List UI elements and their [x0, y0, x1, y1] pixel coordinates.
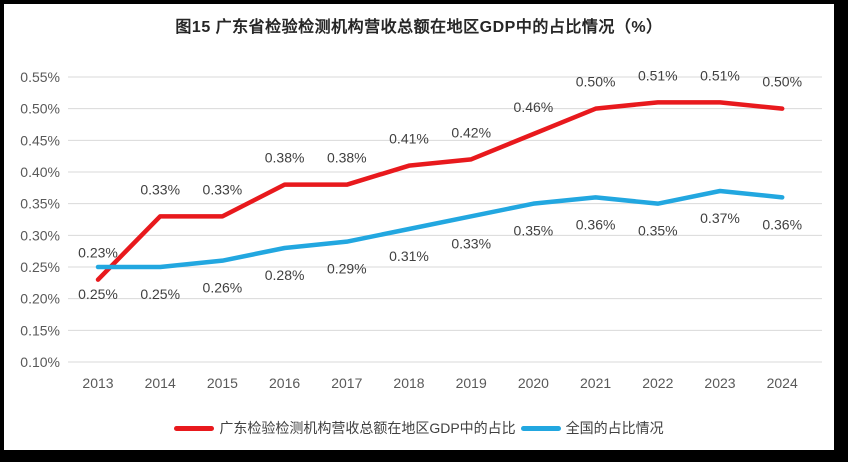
x-tick-label: 2013 — [82, 375, 113, 391]
y-tick-label: 0.45% — [20, 132, 60, 148]
x-tick-label: 2020 — [518, 375, 549, 391]
data-point-label: 0.25% — [78, 286, 118, 302]
data-point-label: 0.33% — [140, 181, 180, 197]
x-tick-label: 2017 — [331, 375, 362, 391]
y-tick-label: 0.40% — [20, 164, 60, 180]
x-tick-label: 2016 — [269, 375, 300, 391]
x-tick-label: 2014 — [145, 375, 176, 391]
guangdong-series-label: 广东检验检测机构营收总额在地区GDP中的占比 — [219, 420, 516, 436]
guangdong-series-swatch — [174, 425, 215, 431]
x-tick-label: 2022 — [642, 375, 673, 391]
x-tick-label: 2018 — [393, 375, 424, 391]
data-point-label: 0.38% — [265, 150, 305, 166]
data-point-label: 0.37% — [700, 210, 740, 226]
series-line-0 — [95, 100, 785, 282]
data-point-label: 0.46% — [514, 99, 554, 115]
y-tick-label: 0.20% — [20, 291, 60, 307]
data-point-label: 0.36% — [762, 216, 802, 232]
data-point-label: 0.33% — [203, 181, 243, 197]
x-tick-label: 2015 — [207, 375, 238, 391]
y-tick-label: 0.35% — [20, 196, 60, 212]
data-point-label: 0.35% — [514, 223, 554, 239]
data-point-label: 0.26% — [203, 280, 243, 296]
data-point-label: 0.33% — [451, 235, 491, 251]
chart-legend: 广东检验检测机构营收总额在地区GDP中的占比 全国的占比情况 — [4, 416, 834, 440]
y-tick-label: 0.50% — [20, 101, 60, 117]
data-point-label: 0.41% — [389, 131, 429, 147]
data-point-label: 0.25% — [140, 286, 180, 302]
national-series-swatch — [520, 425, 561, 431]
data-point-label: 0.51% — [700, 67, 740, 83]
legend-item-national: 全国的占比情况 — [520, 418, 664, 438]
legend-item-guangdong: 广东检验检测机构营收总额在地区GDP中的占比 — [174, 418, 516, 438]
line-chart: 0.55% 0.50% 0.45% 0.40% 0.35% 0.30% 0.25% 0.20%… — [20, 67, 822, 391]
data-point-label: 0.29% — [327, 261, 367, 277]
y-tick-label: 0.25% — [20, 259, 60, 275]
data-point-label: 0.38% — [327, 150, 367, 166]
data-point-label: 0.51% — [638, 67, 678, 83]
y-tick-label: 0.10% — [20, 354, 60, 370]
y-tick-label: 0.55% — [20, 69, 60, 85]
data-point-label: 0.31% — [389, 248, 429, 264]
y-tick-label: 0.15% — [20, 322, 60, 338]
data-point-label: 0.28% — [265, 267, 305, 283]
data-point-label: 0.42% — [451, 124, 491, 140]
x-tick-label: 2024 — [767, 375, 798, 391]
x-tick-label: 2021 — [580, 375, 611, 391]
data-point-label: 0.23% — [78, 245, 118, 261]
x-tick-label: 2019 — [456, 375, 487, 391]
national-series-label: 全国的占比情况 — [565, 420, 664, 436]
y-tick-label: 0.30% — [20, 227, 60, 243]
series-line-1 — [95, 188, 785, 270]
x-tick-label: 2023 — [704, 375, 735, 391]
data-point-label: 0.50% — [762, 74, 802, 90]
chart-title: 图15 广东省检验检测机构营收总额在地区GDP中的占比情况（%） — [175, 19, 663, 36]
data-point-label: 0.35% — [638, 223, 678, 239]
chart-canvas: 图15 广东省检验检测机构营收总额在地区GDP中的占比情况（%） 0.55% 0.… — [4, 4, 834, 450]
data-point-label: 0.36% — [576, 216, 616, 232]
data-point-label: 0.50% — [576, 74, 616, 90]
